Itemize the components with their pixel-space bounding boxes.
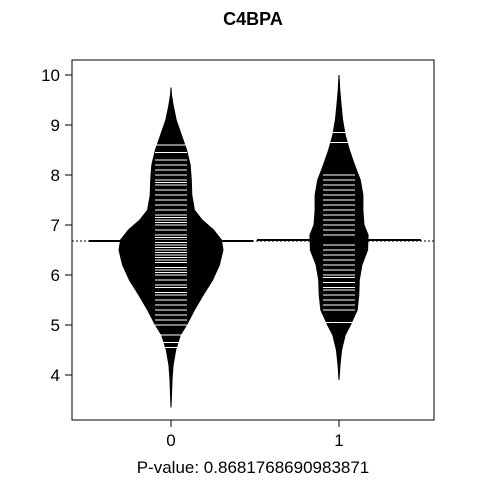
- y-tick-label: 8: [51, 166, 60, 185]
- beans-layer: [89, 74, 421, 408]
- chart-title: C4BPA: [223, 9, 283, 29]
- bean-1: [257, 74, 421, 381]
- y-tick-label: 5: [51, 316, 60, 335]
- bean-0: [89, 87, 253, 408]
- bean-shape: [309, 74, 369, 381]
- y-tick-label: 6: [51, 266, 60, 285]
- y-tick-label: 4: [51, 366, 60, 385]
- y-tick-label: 7: [51, 216, 60, 235]
- y-tick-label: 10: [41, 66, 60, 85]
- y-axis: 4 5 6 7 8 9 10: [41, 66, 72, 385]
- y-tick-label: 9: [51, 116, 60, 135]
- x-tick-label: 1: [334, 431, 343, 450]
- plot-area-frame: [71, 59, 435, 421]
- x-tick-label: 0: [166, 431, 175, 450]
- x-axis-label: P-value: 0.8681768690983871: [137, 458, 370, 477]
